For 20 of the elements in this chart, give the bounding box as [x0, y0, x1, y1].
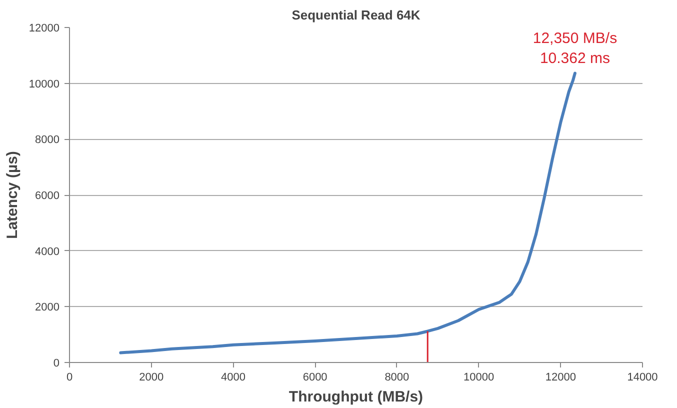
x-tick-label: 8000 [384, 372, 410, 384]
x-tick-label: 4000 [220, 372, 246, 384]
y-axis-title: Latency (µs) [4, 151, 21, 239]
annotation: 12,350 MB/s 10.362 ms [532, 30, 618, 68]
x-tick-label: 10000 [463, 372, 494, 384]
line-series [119, 72, 576, 354]
y-tick-label: 8000 [35, 134, 60, 146]
x-tick-label: 12000 [545, 372, 576, 384]
y-tick-label: 0 [53, 358, 60, 370]
x-tick-label: 6000 [302, 372, 328, 384]
y-tick-label: 6000 [35, 190, 60, 202]
y-tick-label: 2000 [35, 302, 60, 314]
chart-title: Sequential Read 64K [292, 8, 421, 22]
x-tick-label: 0 [66, 372, 73, 384]
x-tick-label: 14000 [627, 372, 658, 384]
x-tick-label: 2000 [139, 372, 164, 384]
y-tick-label: 12000 [28, 22, 60, 34]
y-tick-label: 10000 [28, 78, 60, 90]
y-tick-label: 4000 [35, 246, 60, 258]
x-axis-title: Throughput (MB/s) [288, 388, 424, 406]
